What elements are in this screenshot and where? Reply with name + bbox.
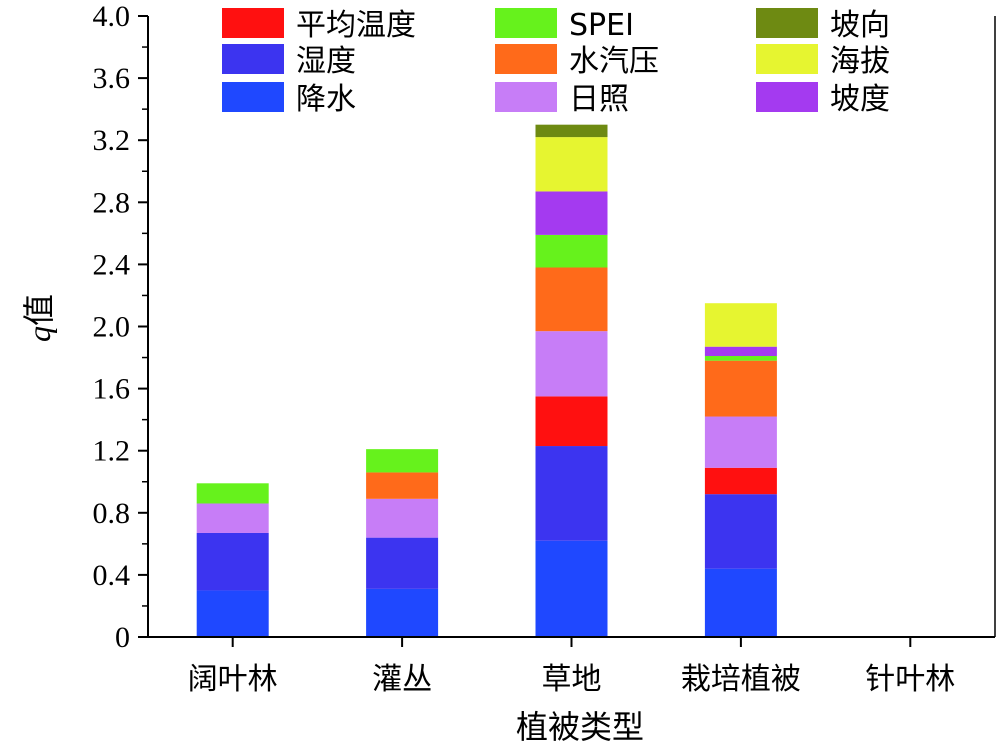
y-tick-label: 1.2 [93,435,131,468]
legend-label: 水汽压 [569,44,659,79]
bar-segment [535,124,608,138]
bar-segment [535,234,608,268]
bar-segment [704,303,777,347]
bar-segment [535,267,608,332]
legend-label: 降水 [296,82,356,117]
bar-segment [196,532,269,591]
legend-swatch [222,8,284,38]
bar-segment [704,346,777,356]
legend-swatch [756,82,818,112]
y-tick-label: 4.0 [93,0,131,33]
bar-segment [535,137,608,192]
legend-label: 海拔 [830,44,890,79]
bar-segment [366,537,439,589]
y-tick-label: 3.2 [93,124,131,157]
y-tick-label: 3.6 [93,62,131,95]
legend-label: 坡度 [830,82,890,117]
bar-segment [196,590,269,637]
y-tick-label: 2.4 [93,248,131,281]
x-tick-label: 灌丛 [372,662,432,697]
y-tick-label: 0.8 [93,497,131,530]
y-tick-label: 0 [115,621,130,654]
bar-segment [704,355,777,361]
legend-label: 日照 [569,82,629,117]
legend-label: SPEI [569,8,634,43]
bar-segment [196,483,269,504]
legend-swatch [495,44,557,74]
bar-segment [535,396,608,447]
y-tick-label: 1.6 [93,373,131,406]
bar-segment [704,494,777,569]
bar-segment [535,191,608,235]
legend-swatch [495,8,557,38]
y-axis-title-rest: 值 [20,294,58,326]
x-tick-label: 针叶林 [865,662,955,697]
bar-segment [366,449,439,473]
bar-segment [535,331,608,397]
axes-group: 0 0.4 0.8 1.2 1.6 2.0 2.4 2.8 3.2 3.6 4.0 阔叶林 灌丛 草地 栽培… [93,0,996,697]
bar-segment [196,503,269,533]
y-axis-title-italic: q [21,326,57,342]
y-tick-label: 0.4 [93,559,131,592]
y-tick-label: 2.0 [93,311,131,344]
y-axis-title: q值 [20,294,58,342]
y-tick-label: 2.8 [93,186,131,219]
x-tick-label: 栽培植被 [681,662,801,697]
bar-segment [366,588,439,637]
x-axis-title: 植被类型 [516,708,644,746]
bar-segment [366,472,439,499]
legend-label: 坡向 [830,8,890,43]
bar-segment [366,498,439,538]
legend-label: 平均温度 [296,8,416,43]
bar-segment [704,568,777,637]
bar-segment [704,467,777,495]
legend-swatch [495,82,557,112]
legend-swatch [222,44,284,74]
legend-swatch [756,8,818,38]
bars-group [196,124,777,637]
legend-label: 湿度 [296,44,356,79]
bar-segment [704,360,777,417]
legend-swatch [756,44,818,74]
bar-segment [704,416,777,468]
legend-swatch [222,82,284,112]
bar-segment [535,540,608,637]
x-tick-label: 草地 [542,662,602,697]
x-tick-label: 阔叶林 [188,662,278,697]
bar-segment [535,446,608,541]
